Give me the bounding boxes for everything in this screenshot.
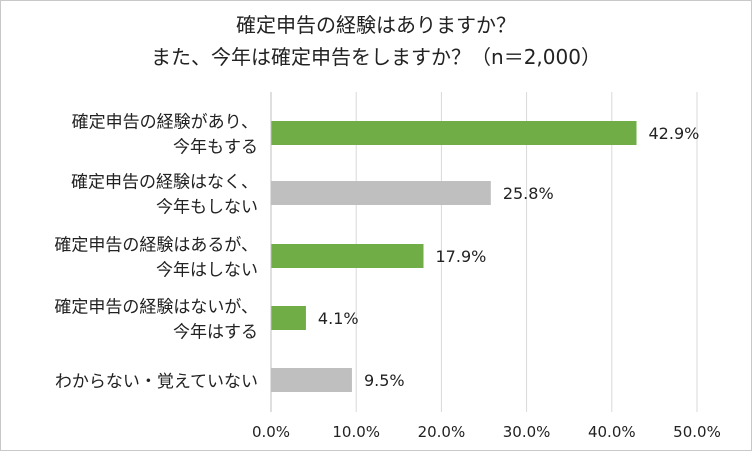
data-label: 17.9% — [436, 247, 487, 266]
category-label: 確定申告の経験はなく、 — [71, 173, 258, 193]
x-tick-label: 40.0% — [588, 423, 636, 441]
bar — [271, 244, 424, 268]
data-label: 4.1% — [318, 309, 359, 328]
x-tick-label: 20.0% — [418, 423, 466, 441]
category-label: わからない・覚えていない — [55, 372, 258, 392]
x-tick-label: 30.0% — [503, 423, 551, 441]
x-tick-label: 50.0% — [673, 423, 721, 441]
bar — [271, 306, 306, 330]
category-label: 今年もしない — [156, 198, 258, 218]
bar — [271, 121, 637, 145]
category-label: 確定申告の経験はあるが、 — [54, 236, 258, 256]
bar — [271, 181, 491, 205]
data-label: 9.5% — [364, 371, 405, 390]
data-label: 42.9% — [649, 124, 700, 143]
x-tick-label: 0.0% — [252, 423, 290, 441]
category-label: 確定申告の経験があり、 — [72, 113, 258, 133]
category-label: 確定申告の経験はないが、 — [54, 298, 258, 318]
category-label: 今年はしない — [156, 261, 258, 281]
chart-title-line1: 確定申告の経験はありますか？ — [236, 13, 516, 37]
data-label: 25.8% — [503, 184, 554, 203]
chart-title-line2: また、今年は確定申告をしますか？（n＝2,000） — [151, 45, 601, 69]
bar — [271, 368, 352, 392]
category-label: 今年もする — [173, 138, 258, 158]
x-tick-label: 10.0% — [332, 423, 380, 441]
category-label: 今年はする — [173, 323, 258, 343]
